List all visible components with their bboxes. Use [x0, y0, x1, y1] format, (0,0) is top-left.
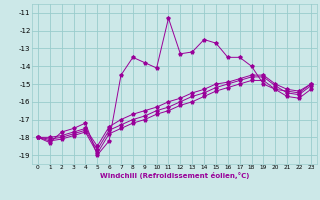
- X-axis label: Windchill (Refroidissement éolien,°C): Windchill (Refroidissement éolien,°C): [100, 172, 249, 179]
